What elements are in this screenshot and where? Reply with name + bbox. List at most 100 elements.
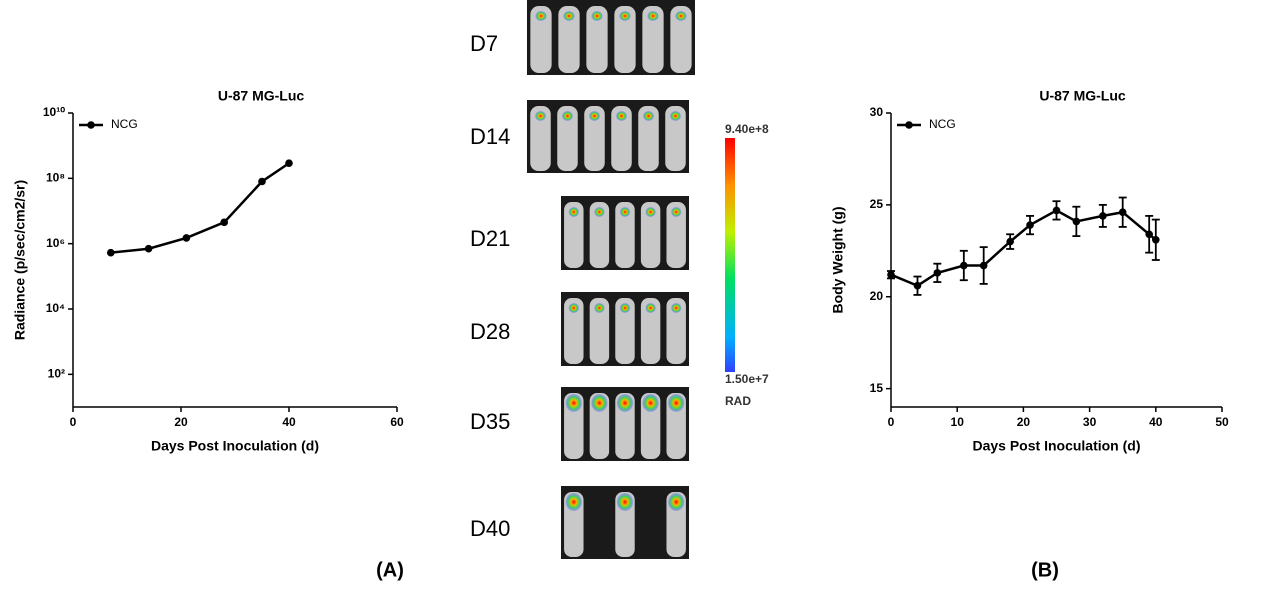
x-tick-label: 30 xyxy=(1083,415,1097,429)
signal xyxy=(563,11,575,21)
data-point xyxy=(107,248,115,257)
signal xyxy=(591,394,608,412)
y-tick-label: 20 xyxy=(870,289,884,303)
chart-title: U-87 MG-Luc xyxy=(218,88,305,104)
mouse xyxy=(642,6,664,73)
signal xyxy=(565,394,582,412)
mouse xyxy=(638,106,659,171)
signal xyxy=(535,111,546,121)
data-point xyxy=(1152,235,1160,244)
chart: U-87 MG-Luc 0 20 40 60 10² 10⁴ 10⁶ 10⁸ 10¹⁰ Days P… xyxy=(12,88,404,454)
series-line xyxy=(110,162,290,254)
data-point xyxy=(887,270,895,279)
signal xyxy=(562,111,573,121)
color-bar-min: 1.50e+7 xyxy=(725,372,769,386)
mouse xyxy=(557,106,578,171)
x-axis-title: Days Post Inoculation (d) xyxy=(972,438,1140,454)
mouse xyxy=(584,106,605,171)
signal xyxy=(668,394,685,412)
legend-marker xyxy=(905,121,913,129)
x-tick-label: 20 xyxy=(1017,415,1031,429)
mouse xyxy=(564,298,584,364)
signal xyxy=(535,11,547,21)
data-point xyxy=(913,281,922,290)
legend-label: NCG xyxy=(929,117,956,131)
y-tick-label: 30 xyxy=(870,105,884,119)
x-tick-label: 20 xyxy=(174,415,188,429)
signal xyxy=(671,303,682,313)
day-label: D28 xyxy=(470,319,510,344)
mouse xyxy=(665,106,686,171)
y-tick-label: 10⁴ xyxy=(46,301,65,315)
day-label: D21 xyxy=(470,226,510,251)
signal xyxy=(642,394,659,412)
image-frame xyxy=(527,100,689,173)
y-tick-label: 10¹⁰ xyxy=(43,105,65,119)
day-label: D14 xyxy=(470,124,510,149)
image-frame xyxy=(527,0,695,75)
data-point xyxy=(144,244,153,253)
data-point xyxy=(1026,221,1034,229)
mouse xyxy=(670,6,692,73)
mouse xyxy=(530,106,551,171)
signal xyxy=(670,111,681,121)
color-bar-max: 9.40e+8 xyxy=(725,122,769,136)
mouse xyxy=(614,6,636,73)
data-point xyxy=(1099,212,1107,220)
y-axis-title: Radiance (p/sec/cm2/sr) xyxy=(12,180,28,340)
signal xyxy=(616,493,634,511)
data-point xyxy=(182,234,191,242)
data-point xyxy=(258,177,266,186)
data-point xyxy=(1072,217,1081,226)
signal xyxy=(616,111,627,121)
legend-label: NCG xyxy=(111,117,138,131)
signal xyxy=(568,207,579,217)
x-tick-label: 50 xyxy=(1215,415,1229,429)
day-label: D7 xyxy=(470,31,498,56)
chart: U-87 MG-Luc 0 10 20 30 40 50 15 20 25 30 Days Post … xyxy=(830,88,1229,454)
data-point xyxy=(979,261,988,270)
mouse xyxy=(589,202,610,268)
mouse xyxy=(615,202,635,268)
signal xyxy=(645,207,656,217)
color-bar xyxy=(725,138,735,372)
signal xyxy=(565,493,582,511)
signal xyxy=(594,207,605,217)
signal xyxy=(568,303,579,313)
y-tick-label: 10⁶ xyxy=(46,236,65,250)
x-tick-label: 40 xyxy=(1149,415,1163,429)
y-tick-label: 10² xyxy=(48,367,65,381)
x-tick-label: 40 xyxy=(282,415,296,429)
mouse xyxy=(666,298,686,364)
data-point xyxy=(285,159,293,168)
y-tick-label: 10⁸ xyxy=(46,171,65,185)
data-point xyxy=(933,269,942,277)
data-point xyxy=(1118,208,1127,217)
color-bar-unit: RAD xyxy=(725,394,751,408)
mouse xyxy=(640,202,661,268)
data-point xyxy=(960,261,968,270)
data-point xyxy=(1145,230,1153,239)
panel-label: (B) xyxy=(1031,559,1059,581)
mouse xyxy=(611,106,632,171)
signal xyxy=(589,111,600,121)
signal xyxy=(671,207,682,217)
x-tick-label: 10 xyxy=(951,415,965,429)
y-tick-label: 25 xyxy=(870,197,884,211)
signal xyxy=(645,303,656,313)
signal xyxy=(675,11,687,21)
signal xyxy=(616,394,634,412)
panel-label: (A) xyxy=(376,559,404,581)
mouse xyxy=(589,298,610,364)
legend-marker xyxy=(87,121,95,129)
mouse xyxy=(530,6,552,73)
signal xyxy=(591,11,603,21)
signal xyxy=(619,303,631,313)
mouse xyxy=(640,298,661,364)
x-tick-label: 0 xyxy=(888,415,895,429)
mouse xyxy=(615,298,635,364)
day-label: D35 xyxy=(470,409,510,434)
mouse xyxy=(558,6,580,73)
signal xyxy=(619,207,631,217)
